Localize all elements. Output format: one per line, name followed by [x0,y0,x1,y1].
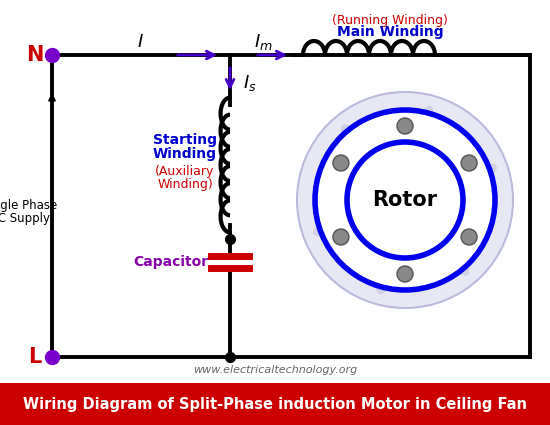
Text: AC Supply: AC Supply [0,212,50,224]
Circle shape [347,142,463,258]
Circle shape [397,266,413,282]
Ellipse shape [414,106,434,155]
Circle shape [461,229,477,245]
Text: Winding): Winding) [157,178,213,190]
Circle shape [461,155,477,171]
Text: Main Winding: Main Winding [337,25,443,39]
Ellipse shape [314,213,361,236]
Text: Starting: Starting [153,133,217,147]
Text: $I_s$: $I_s$ [243,73,257,93]
Text: (Running Winding): (Running Winding) [332,14,448,26]
Text: N: N [26,45,43,65]
Text: Rotor: Rotor [372,190,438,210]
Circle shape [297,92,513,308]
Circle shape [397,118,413,134]
Ellipse shape [376,245,397,294]
Text: Capacitor: Capacitor [133,255,208,269]
Text: Wiring Diagram of Split-Phase induction Motor in Ceiling Fan: Wiring Diagram of Split-Phase induction … [23,397,527,411]
Text: Winding: Winding [153,147,217,161]
Circle shape [333,155,349,171]
Circle shape [333,229,349,245]
Text: Single Phase: Single Phase [0,198,58,212]
Text: L: L [29,347,42,367]
Text: $I$: $I$ [136,33,144,51]
Ellipse shape [449,164,496,187]
Ellipse shape [434,235,469,275]
Text: $I_m$: $I_m$ [254,32,272,52]
Text: www.electricaltechnology.org: www.electricaltechnology.org [193,365,357,375]
Bar [0,383,550,425]
Text: (Auxiliary: (Auxiliary [155,164,214,178]
Ellipse shape [342,125,376,164]
Circle shape [315,110,495,290]
